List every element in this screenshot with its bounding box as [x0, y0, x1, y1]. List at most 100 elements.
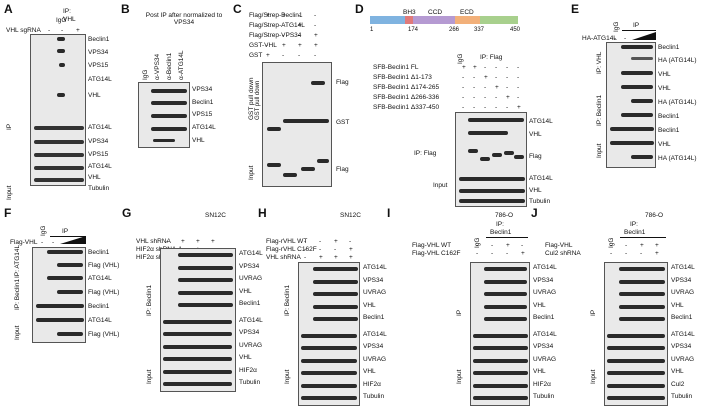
mark: + — [181, 238, 185, 245]
blot-band — [301, 371, 357, 375]
panel-letter: I — [387, 206, 391, 220]
row-label: VPS34 — [239, 263, 260, 270]
ip-bracket — [620, 237, 666, 238]
row-label: Flag — [529, 153, 542, 160]
mark: - — [266, 32, 269, 39]
condition-label: Flag-rVHL C162F — [266, 246, 317, 253]
row-label: VHL — [658, 141, 671, 148]
blot-band — [178, 266, 233, 270]
mark: - — [304, 246, 307, 253]
row-label: Cul2 — [671, 381, 685, 388]
mark: - — [506, 74, 509, 81]
mark: - — [298, 32, 301, 39]
mark: - — [282, 32, 285, 39]
mark: - — [484, 84, 487, 91]
mark: - — [484, 94, 487, 101]
condition-label: Cul2 shRNA — [545, 250, 581, 257]
row-label: ATG14L — [88, 76, 112, 83]
blot-band — [484, 292, 527, 296]
domain-ecd — [455, 16, 480, 24]
row-label: VHL — [363, 302, 376, 309]
condition-label: SFB-Beclin1 Δ337-450 — [373, 104, 440, 111]
condition-label: Flag-VHL WT — [412, 242, 452, 249]
row-label: VHL — [239, 288, 252, 295]
mark: + — [298, 22, 302, 29]
condition-label: GST — [249, 52, 263, 59]
row-label: Flag (VHL) — [88, 289, 120, 296]
row-label: Beclin1 — [88, 303, 110, 310]
panel-letter: E — [571, 2, 580, 16]
group-label: Input — [248, 165, 255, 180]
blot-band — [163, 382, 232, 386]
row-label: VPS15 — [192, 111, 213, 118]
row-label: HIF2α — [533, 381, 551, 388]
mark: - — [484, 104, 487, 111]
blot-band — [163, 345, 232, 349]
panel-letter: J — [531, 206, 538, 220]
column-label: IgG — [613, 21, 620, 32]
mark: - — [625, 250, 628, 257]
ip-bracket — [486, 237, 528, 238]
column-label: Beclin1 — [490, 229, 512, 236]
blot-band — [619, 305, 665, 309]
mark: + — [334, 238, 338, 245]
condition-label: Flag/Strep-ATG14L — [249, 22, 305, 29]
row-label: Beclin1 — [658, 113, 680, 120]
row-label: ATG14L — [88, 317, 112, 324]
row-label: VPS34 — [88, 49, 109, 56]
row-label: ATG14L — [671, 331, 695, 338]
group-label: Input — [596, 143, 603, 158]
blot-band — [619, 317, 665, 321]
mark: + — [266, 52, 270, 59]
row-label: Tubulin — [533, 393, 555, 400]
blot-band — [607, 371, 665, 375]
mark: - — [473, 74, 476, 81]
row-label: Beclin1 — [88, 36, 110, 43]
row-label: VPS15 — [88, 151, 109, 158]
group-label: IP — [6, 123, 13, 130]
row-label: Beclin1 — [239, 300, 261, 307]
blot-band — [301, 396, 357, 400]
column-label: Beclin1 — [624, 229, 646, 236]
condition-label: Flag/Strep-VPS34 — [249, 32, 302, 39]
blot-band — [473, 371, 528, 375]
blot-band — [473, 359, 528, 363]
mark: - — [476, 242, 479, 249]
row-label: Beclin1 — [658, 127, 680, 134]
group-label: Input — [284, 369, 291, 384]
domain-label: BH3 — [403, 9, 416, 16]
mark: + — [349, 246, 353, 253]
cell-line-label: SN12C — [340, 212, 361, 219]
blot-band — [607, 384, 665, 388]
row-label: ATG14L — [88, 124, 112, 131]
mark: - — [640, 250, 643, 257]
cell-line-label: 786-O — [645, 212, 664, 219]
row-label: Flag — [336, 79, 349, 86]
row-label: UVRAG — [363, 356, 387, 363]
blot-band — [607, 396, 665, 400]
mark: - — [282, 52, 285, 59]
panel-letter: D — [355, 2, 364, 16]
mark: + — [266, 12, 270, 19]
row-label: VPS34 — [88, 138, 109, 145]
mark: - — [495, 74, 498, 81]
mark: - — [476, 250, 479, 257]
mark: - — [282, 22, 285, 29]
row-label: ATG14L — [239, 250, 263, 257]
mark: - — [314, 22, 317, 29]
row-label: Beclin1 — [192, 99, 214, 106]
row-label: VHL — [192, 137, 205, 144]
row-label: UVRAG — [671, 289, 695, 296]
row-label: VPS34 — [671, 343, 692, 350]
blot-band — [178, 278, 233, 282]
condition-label: SFB-Beclin1 Δ266-336 — [373, 94, 440, 101]
panel-title: Post IP after normalized to VPS34 — [145, 12, 223, 26]
mark: - — [334, 246, 337, 253]
column-label: IP: Flag — [480, 54, 503, 61]
mark: - — [473, 94, 476, 101]
mark: - — [266, 42, 269, 49]
mark: - — [473, 84, 476, 91]
blot-image — [262, 62, 332, 187]
blot-band — [473, 396, 528, 400]
blot-band — [313, 280, 358, 284]
